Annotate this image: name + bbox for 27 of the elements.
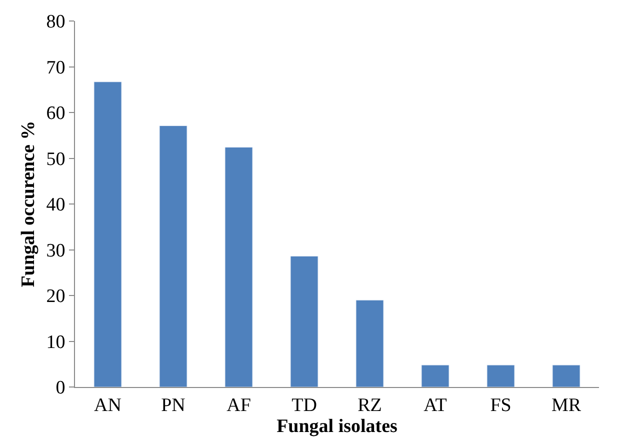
bar: [94, 82, 122, 387]
y-axis-title: Fungal occurence %: [18, 120, 40, 288]
y-tick-label: 0: [56, 378, 66, 399]
bar: [159, 126, 188, 387]
x-tick-label: AF: [226, 394, 251, 416]
bar: [552, 364, 580, 387]
x-tick-label: AN: [94, 394, 122, 416]
y-tick-label: 40: [46, 194, 66, 216]
y-tick-label: 50: [46, 148, 66, 170]
y-tick-label: 20: [46, 286, 66, 308]
bar: [356, 300, 384, 387]
y-tick-label: 60: [46, 103, 66, 124]
x-tick-label: MR: [551, 394, 582, 416]
bar: [224, 147, 253, 387]
y-tick-label: 80: [46, 12, 66, 33]
bar: [290, 256, 318, 387]
bar: [421, 364, 450, 387]
y-tick-label: 10: [46, 332, 66, 353]
x-tick-label: AT: [424, 394, 448, 416]
x-axis-title: Fungal isolates: [276, 416, 398, 437]
x-tick-label: RZ: [358, 394, 382, 416]
bar: [486, 364, 515, 387]
x-tick-label: PN: [161, 394, 186, 416]
y-tick-label: 30: [46, 240, 66, 262]
x-tick-label: FS: [490, 394, 512, 416]
x-tick-label: TD: [292, 394, 317, 416]
y-tick-label: 70: [46, 57, 66, 78]
